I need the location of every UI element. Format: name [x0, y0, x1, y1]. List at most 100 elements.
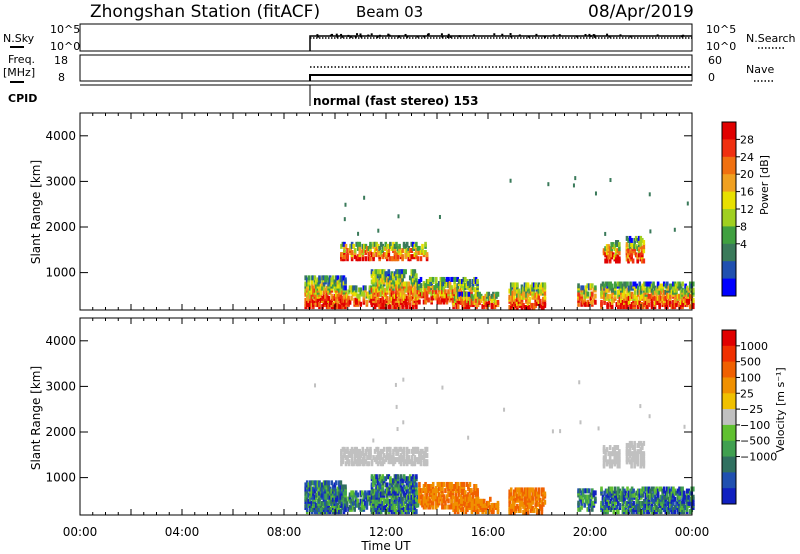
colorbar-tick-label: −500	[740, 435, 770, 448]
range-cell	[584, 285, 588, 291]
range-cell	[620, 302, 623, 308]
date-label: 08/Apr/2019	[588, 2, 694, 22]
range-cell	[512, 499, 516, 505]
range-cell	[441, 498, 444, 504]
range-cell	[395, 291, 398, 297]
range-cell	[511, 290, 515, 296]
range-cell	[591, 283, 594, 289]
nsky-noise-dot	[593, 34, 596, 37]
range-cell	[583, 502, 586, 508]
range-cell	[467, 484, 470, 490]
range-cell	[387, 252, 391, 258]
range-cell	[641, 459, 644, 465]
range-cell	[604, 502, 608, 508]
range-cell	[375, 455, 378, 461]
range-cell	[643, 486, 646, 492]
range-cell	[342, 285, 346, 291]
range-cell	[305, 504, 309, 510]
range-cell	[410, 476, 414, 482]
colorbar-segment	[722, 488, 736, 505]
range-cell	[472, 295, 475, 301]
range-cell	[628, 453, 632, 459]
range-cell	[405, 494, 409, 500]
range-cell	[354, 291, 358, 297]
range-cell	[586, 506, 590, 512]
colorbar-tick-label: 8	[740, 220, 747, 233]
nsky-noise-dot	[440, 33, 443, 36]
range-cell	[529, 302, 533, 308]
range-cell	[466, 496, 469, 502]
xtick-label: 00:00	[675, 525, 710, 539]
nsky-noise-dot	[367, 34, 370, 37]
range-cell	[466, 291, 469, 297]
range-cell	[338, 291, 341, 297]
range-cell	[633, 440, 636, 446]
range-cell	[395, 279, 398, 285]
range-cell	[427, 279, 430, 285]
range-cell	[669, 496, 672, 502]
range-cell	[424, 250, 427, 256]
range-cell	[630, 457, 633, 463]
range-cell	[305, 480, 309, 486]
range-cell	[531, 491, 534, 497]
range-cell	[386, 446, 389, 452]
range-cell	[421, 498, 424, 504]
nsky-noise-dot	[575, 35, 578, 38]
range-cell	[626, 291, 629, 297]
range-cell	[610, 246, 613, 252]
range-cell	[431, 500, 435, 506]
range-cell	[633, 293, 637, 299]
range-cell	[405, 295, 409, 301]
range-cell	[415, 490, 418, 496]
range-cell	[603, 504, 606, 510]
range-cell	[532, 302, 536, 308]
range-cell	[407, 476, 411, 482]
range-cell	[617, 509, 620, 515]
range-cell	[442, 287, 446, 293]
range-cell	[398, 455, 401, 461]
range-cell	[655, 299, 658, 305]
range-cell	[442, 504, 446, 510]
nave-label: Nave	[746, 63, 774, 76]
range-cell	[512, 290, 516, 296]
range-cell	[636, 299, 640, 305]
range-cell	[421, 243, 424, 249]
range-cell	[454, 488, 458, 494]
range-cell	[591, 291, 594, 297]
range-cell	[624, 281, 628, 287]
range-cell	[305, 285, 309, 291]
range-cell	[600, 486, 603, 492]
range-cell	[308, 480, 312, 486]
range-cell	[458, 291, 462, 297]
ytick-label: 2000	[45, 425, 76, 439]
range-cell	[351, 494, 355, 500]
range-cell	[604, 449, 607, 455]
xtick-label: 08:00	[267, 525, 302, 539]
range-cell	[639, 451, 643, 457]
range-cell	[457, 490, 461, 496]
range-cell	[589, 299, 593, 305]
range-cell	[479, 498, 483, 504]
range-cell	[344, 254, 348, 260]
range-cell	[439, 276, 443, 282]
range-cell	[381, 304, 385, 310]
range-cell	[424, 494, 427, 500]
range-cell	[416, 281, 420, 287]
range-cell	[404, 293, 407, 299]
range-cell	[592, 297, 596, 303]
range-cell	[516, 282, 519, 288]
range-cell	[324, 507, 327, 513]
range-cell	[464, 291, 468, 297]
range-cell	[315, 295, 318, 301]
range-cell	[392, 256, 395, 262]
power-data	[304, 176, 695, 310]
range-cell	[633, 463, 636, 469]
range-cell	[378, 492, 381, 498]
range-cell	[529, 495, 533, 501]
range-cell	[583, 494, 586, 500]
range-cell	[602, 445, 606, 451]
range-cell	[336, 304, 340, 310]
range-cell	[375, 245, 378, 251]
range-cell	[643, 502, 646, 508]
range-cell	[655, 287, 658, 293]
